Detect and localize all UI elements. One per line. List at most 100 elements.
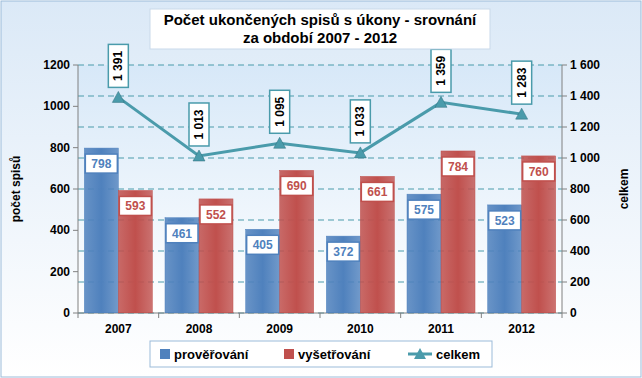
bar — [118, 190, 152, 313]
y2-tick — [562, 158, 567, 159]
data-label: 372 — [333, 245, 353, 259]
y-axis-label: počet spisů — [9, 156, 23, 223]
data-label: 1 359 — [434, 56, 448, 86]
y2-tick — [562, 65, 567, 66]
y2-tick-label: 1 000 — [570, 151, 600, 165]
y2-tick-label: 600 — [570, 213, 590, 227]
bar — [280, 170, 314, 313]
data-label-box — [119, 196, 151, 215]
x-tick-label: 2009 — [266, 322, 293, 336]
data-label-box — [85, 154, 117, 173]
legend-box — [150, 341, 492, 367]
data-label: 1 095 — [273, 96, 287, 126]
data-label-box — [361, 182, 393, 201]
data-label-box — [247, 235, 279, 254]
legend: prověřování vyšetřování celkem — [150, 341, 492, 367]
y2-tick-label: 200 — [570, 275, 590, 289]
x-tick — [158, 313, 159, 318]
bar — [522, 156, 556, 313]
data-label-box — [489, 211, 521, 230]
bar — [488, 205, 522, 313]
data-label-box — [270, 90, 290, 133]
legend-label: celkem — [436, 347, 480, 362]
y-tick-label: 1000 — [43, 99, 70, 113]
data-label-box — [512, 61, 532, 104]
bar — [407, 194, 441, 313]
legend-swatch — [160, 349, 170, 359]
y-tick-label: 0 — [63, 306, 70, 320]
data-label-box — [408, 200, 440, 219]
title-box — [150, 9, 490, 49]
data-label: 552 — [206, 208, 226, 222]
y-tick — [73, 189, 78, 190]
grid-line — [78, 65, 562, 66]
data-label: 575 — [414, 203, 434, 217]
bar — [441, 151, 475, 313]
y2-tick — [562, 313, 567, 314]
data-label-box — [281, 176, 313, 195]
x-tick — [400, 313, 401, 318]
y2-tick-label: 0 — [570, 306, 577, 320]
x-tick-label: 2007 — [105, 322, 132, 336]
x-tick-label: 2011 — [428, 322, 454, 336]
y-tick-label: 400 — [50, 223, 70, 237]
x-tick — [562, 313, 563, 318]
y-tick-label: 1200 — [43, 58, 70, 72]
data-label-box — [200, 205, 232, 224]
y-tick-label: 200 — [50, 265, 70, 279]
data-label: 1 033 — [353, 106, 367, 136]
title-line: Počet ukončených spisů s úkony - srovnán… — [164, 11, 477, 28]
legend-label: prověřování — [174, 347, 249, 362]
y2-tick-label: 800 — [570, 182, 590, 196]
data-label: 798 — [91, 157, 111, 171]
data-label: 593 — [125, 199, 145, 213]
data-label: 1 013 — [192, 109, 206, 139]
data-labels: 7984614053725755235935526906617847601 39… — [85, 44, 554, 261]
y2-tick-label: 400 — [570, 244, 590, 258]
y-tick — [73, 271, 78, 272]
legend-swatch — [284, 349, 294, 359]
bar — [360, 176, 394, 313]
data-label: 661 — [367, 185, 387, 199]
y2-tick — [562, 96, 567, 97]
y-tick — [73, 65, 78, 66]
line — [118, 97, 521, 156]
y2-tick-label: 1 400 — [570, 89, 600, 103]
data-label-box — [108, 44, 128, 87]
title-line: za období 2007 - 2012 — [243, 29, 397, 46]
title: Počet ukončených spisů s úkony - srovnán… — [164, 11, 477, 46]
data-label: 690 — [287, 179, 307, 193]
background — [1, 1, 641, 377]
plot-area — [78, 65, 562, 313]
y2-axis-label: celkem — [617, 169, 631, 210]
y2-tick — [562, 251, 567, 252]
bar — [84, 148, 118, 313]
marker — [516, 108, 528, 119]
data-label-box — [327, 242, 359, 261]
data-label: 523 — [495, 214, 515, 228]
x-tick — [78, 313, 79, 318]
chart: 02004006008001000120002004006008001 0001… — [0, 0, 642, 378]
x-tick-label: 2010 — [347, 322, 374, 336]
data-label-box — [350, 100, 370, 143]
legend-marker — [414, 348, 426, 359]
data-label: 1 391 — [111, 51, 125, 81]
y-tick — [73, 230, 78, 231]
bar — [199, 199, 233, 313]
bar — [165, 218, 199, 313]
y-tick — [73, 147, 78, 148]
x-tick-label: 2008 — [186, 322, 213, 336]
data-label-box — [523, 162, 555, 181]
y-tick — [73, 106, 78, 107]
grid-line — [78, 189, 562, 190]
marker — [435, 96, 447, 107]
y-tick-label: 600 — [50, 182, 70, 196]
data-label: 784 — [448, 160, 468, 174]
grid-line — [78, 127, 562, 128]
y2-tick — [562, 282, 567, 283]
data-label: 1 283 — [515, 67, 529, 97]
legend-label: vyšetřování — [298, 347, 371, 362]
y-tick-label: 800 — [50, 141, 70, 155]
data-label: 760 — [529, 165, 549, 179]
x-tick — [320, 313, 321, 318]
